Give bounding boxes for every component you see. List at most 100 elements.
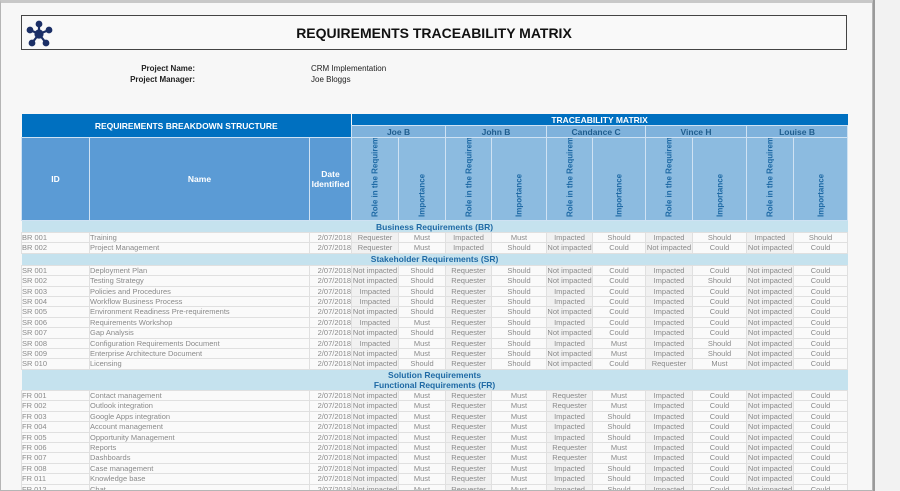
cell-importance[interactable]: Could bbox=[793, 462, 849, 475]
cell-role[interactable]: Impacted bbox=[546, 483, 594, 490]
cell-importance[interactable]: Could bbox=[793, 483, 849, 490]
cell-role[interactable]: Impacted bbox=[546, 473, 594, 485]
cell-role[interactable]: Impacted bbox=[645, 327, 694, 339]
cell-importance[interactable]: Could bbox=[793, 264, 849, 277]
cell-importance[interactable]: Must bbox=[398, 348, 447, 360]
cell-role[interactable]: Impacted bbox=[546, 296, 594, 308]
cell-role[interactable]: Not impacted bbox=[351, 264, 400, 277]
cell-importance[interactable]: Could bbox=[592, 242, 647, 254]
cell-importance[interactable]: Could bbox=[793, 358, 849, 370]
cell-importance[interactable]: Could bbox=[793, 337, 849, 350]
cell-role[interactable]: Not impacted bbox=[546, 358, 594, 370]
cell-date[interactable]: 2/07/2018 bbox=[308, 462, 353, 475]
cell-role[interactable]: Impacted bbox=[645, 400, 694, 412]
cell-importance[interactable]: Could bbox=[793, 473, 849, 485]
cell-importance[interactable]: Could bbox=[793, 410, 849, 423]
table-row[interactable]: SR 002 Testing Strategy 2/07/2018 Not impac… bbox=[21, 275, 849, 287]
cell-date[interactable]: 2/07/2018 bbox=[308, 358, 353, 370]
cell-date[interactable]: 2/07/2018 bbox=[308, 421, 353, 433]
cell-importance[interactable]: Should bbox=[398, 296, 447, 308]
cell-role[interactable]: Impacted bbox=[645, 275, 694, 287]
cell-role[interactable]: Impacted bbox=[645, 431, 694, 443]
cell-importance[interactable]: Could bbox=[793, 441, 849, 454]
cell-role[interactable]: Impacted bbox=[645, 421, 694, 433]
cell-importance[interactable]: Could bbox=[692, 389, 748, 402]
cell-id[interactable]: SR 009 bbox=[21, 348, 90, 360]
cell-importance[interactable]: Could bbox=[692, 421, 748, 433]
cell-id[interactable]: SR 005 bbox=[21, 306, 90, 318]
cell-id[interactable]: FR 001 bbox=[21, 389, 90, 402]
cell-role[interactable]: Requester bbox=[445, 473, 493, 485]
cell-role[interactable]: Not impacted bbox=[546, 264, 594, 277]
cell-importance[interactable]: Must bbox=[592, 389, 647, 402]
cell-importance[interactable]: Could bbox=[592, 296, 647, 308]
cell-importance[interactable]: Should bbox=[491, 327, 548, 339]
cell-id[interactable]: FR 002 bbox=[21, 400, 90, 412]
cell-role[interactable]: Impacted bbox=[546, 431, 594, 443]
cell-importance[interactable]: Could bbox=[592, 275, 647, 287]
cell-name[interactable]: Training bbox=[89, 231, 310, 244]
cell-role[interactable]: Requester bbox=[546, 400, 594, 412]
cell-id[interactable]: SR 003 bbox=[21, 285, 90, 298]
cell-id[interactable]: FR 006 bbox=[21, 441, 90, 454]
cell-role[interactable]: Not impacted bbox=[746, 285, 795, 298]
cell-importance[interactable]: Should bbox=[692, 231, 748, 244]
cell-role[interactable]: Impacted bbox=[546, 316, 594, 329]
cell-id[interactable]: SR 008 bbox=[21, 337, 90, 350]
cell-role[interactable]: Not impacted bbox=[351, 306, 400, 318]
cell-role[interactable]: Not impacted bbox=[746, 264, 795, 277]
cell-importance[interactable]: Should bbox=[491, 264, 548, 277]
cell-role[interactable]: Requester bbox=[445, 285, 493, 298]
cell-role[interactable]: Requester bbox=[445, 483, 493, 490]
cell-importance[interactable]: Must bbox=[398, 421, 447, 433]
cell-name[interactable]: Google Apps integration bbox=[89, 410, 310, 423]
cell-role[interactable]: Requester bbox=[445, 264, 493, 277]
table-row[interactable]: SR 001 Deployment Plan 2/07/2018 Not impact… bbox=[21, 264, 849, 277]
cell-importance[interactable]: Could bbox=[592, 306, 647, 318]
cell-role[interactable]: Not impacted bbox=[546, 242, 594, 254]
cell-importance[interactable]: Could bbox=[793, 421, 849, 433]
cell-role[interactable]: Impacted bbox=[645, 473, 694, 485]
cell-date[interactable]: 2/07/2018 bbox=[308, 306, 353, 318]
cell-date[interactable]: 2/07/2018 bbox=[308, 441, 353, 454]
cell-role[interactable]: Impacted bbox=[645, 410, 694, 423]
cell-importance[interactable]: Must bbox=[491, 462, 548, 475]
cell-id[interactable]: FR 007 bbox=[21, 452, 90, 464]
cell-name[interactable]: Account management bbox=[89, 421, 310, 433]
cell-name[interactable]: Workflow Business Process bbox=[89, 296, 310, 308]
cell-role[interactable]: Not impacted bbox=[746, 316, 795, 329]
cell-importance[interactable]: Should bbox=[692, 337, 748, 350]
cell-role[interactable]: Impacted bbox=[445, 242, 493, 254]
cell-role[interactable]: Not impacted bbox=[746, 441, 795, 454]
cell-role[interactable]: Requester bbox=[546, 441, 594, 454]
cell-role[interactable]: Requester bbox=[445, 327, 493, 339]
cell-role[interactable]: Not impacted bbox=[351, 389, 400, 402]
cell-date[interactable]: 2/07/2018 bbox=[308, 285, 353, 298]
cell-importance[interactable]: Must bbox=[491, 410, 548, 423]
table-row[interactable]: FR 002 Outlook integration 2/07/2018 Not im… bbox=[21, 400, 849, 412]
cell-role[interactable]: Impacted bbox=[351, 316, 400, 329]
cell-date[interactable]: 2/07/2018 bbox=[308, 231, 353, 244]
cell-importance[interactable]: Should bbox=[398, 358, 447, 370]
cell-importance[interactable]: Must bbox=[398, 389, 447, 402]
cell-id[interactable]: FR 011 bbox=[21, 473, 90, 485]
cell-name[interactable]: Outlook integration bbox=[89, 400, 310, 412]
cell-importance[interactable]: Should bbox=[592, 231, 647, 244]
cell-importance[interactable]: Could bbox=[793, 400, 849, 412]
cell-name[interactable]: Requirements Workshop bbox=[89, 316, 310, 329]
cell-role[interactable]: Impacted bbox=[645, 264, 694, 277]
cell-role[interactable]: Requester bbox=[445, 421, 493, 433]
cell-importance[interactable]: Should bbox=[398, 275, 447, 287]
cell-importance[interactable]: Must bbox=[398, 483, 447, 490]
cell-importance[interactable]: Should bbox=[491, 242, 548, 254]
cell-role[interactable]: Requester bbox=[546, 389, 594, 402]
cell-id[interactable]: FR 003 bbox=[21, 410, 90, 423]
cell-role[interactable]: Impacted bbox=[746, 231, 795, 244]
cell-role[interactable]: Not impacted bbox=[351, 358, 400, 370]
cell-role[interactable]: Not impacted bbox=[746, 242, 795, 254]
cell-importance[interactable]: Should bbox=[592, 473, 647, 485]
cell-importance[interactable]: Must bbox=[692, 358, 748, 370]
cell-importance[interactable]: Must bbox=[491, 473, 548, 485]
cell-importance[interactable]: Should bbox=[793, 231, 849, 244]
cell-role[interactable]: Impacted bbox=[645, 316, 694, 329]
